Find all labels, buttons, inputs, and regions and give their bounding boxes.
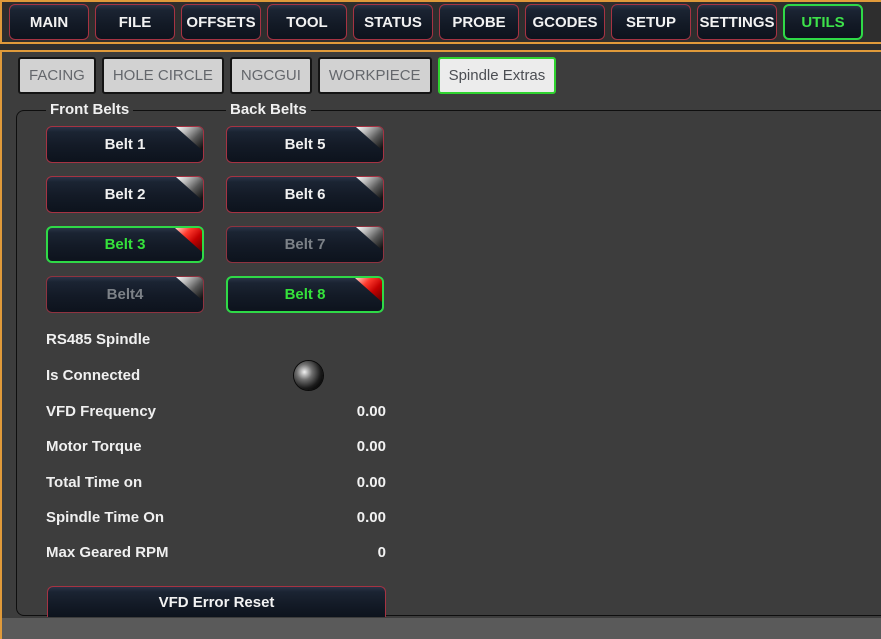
utils-tab-bar: FACING HOLE CIRCLE NGCGUI WORKPIECE Spin…: [18, 57, 557, 94]
folded-corner-icon: [175, 228, 202, 252]
tab-workpiece[interactable]: WORKPIECE: [317, 57, 432, 94]
belt-6-label: Belt 6: [284, 186, 326, 203]
motor-torque-value: 0.00: [356, 438, 386, 455]
nav-button-tool[interactable]: TOOL: [267, 4, 347, 40]
vfd-frequency-label: VFD Frequency: [46, 403, 157, 420]
nav-button-probe[interactable]: PROBE: [439, 4, 519, 40]
front-belts-title: Front Belts: [46, 100, 134, 120]
bottom-strip: [2, 618, 881, 639]
belt-5-button[interactable]: Belt 5: [226, 126, 384, 163]
vfd-frequency-value: 0.00: [356, 403, 386, 420]
spindle-time-on-value: 0.00: [356, 509, 386, 526]
vfd-error-reset-button[interactable]: VFD Error Reset: [47, 586, 386, 617]
back-belts-title: Back Belts: [226, 100, 311, 120]
belt-8-button[interactable]: Belt 8: [226, 276, 384, 313]
total-time-on-value: 0.00: [356, 474, 386, 491]
max-geared-rpm-value: 0: [377, 544, 386, 561]
belt-1-label: Belt 1: [104, 136, 146, 153]
nav-button-file[interactable]: FILE: [95, 4, 175, 40]
connected-led-indicator: [294, 361, 323, 390]
nav-button-utils[interactable]: UTILS: [783, 4, 863, 40]
belt-4-label: Belt4: [106, 286, 144, 303]
spindle-time-on-label: Spindle Time On: [46, 509, 165, 526]
belt-4-button[interactable]: Belt4: [46, 276, 204, 313]
nav-button-main[interactable]: MAIN: [9, 4, 89, 40]
tab-ngcgui[interactable]: NGCGUI: [229, 57, 312, 94]
folded-corner-icon: [356, 127, 383, 151]
spindle-extras-groupbox: Front Belts Back Belts Belt 1 Belt 2 Bel…: [16, 100, 881, 617]
nav-button-offsets[interactable]: OFFSETS: [181, 4, 261, 40]
tab-hole-circle[interactable]: HOLE CIRCLE: [101, 57, 224, 94]
belt-5-label: Belt 5: [284, 136, 326, 153]
belt-2-button[interactable]: Belt 2: [46, 176, 204, 213]
folded-corner-icon: [176, 127, 203, 151]
nav-button-setup[interactable]: SETUP: [611, 4, 691, 40]
belt-3-button[interactable]: Belt 3: [46, 226, 204, 263]
nav-button-settings[interactable]: SETTINGS: [697, 4, 777, 40]
top-nav-bar: MAIN FILE OFFSETS TOOL STATUS PROBE GCOD…: [0, 0, 881, 44]
tab-facing[interactable]: FACING: [18, 57, 96, 94]
belt-1-button[interactable]: Belt 1: [46, 126, 204, 163]
tab-spindle-extras[interactable]: Spindle Extras: [437, 57, 557, 94]
belt-7-label: Belt 7: [284, 236, 326, 253]
belt-6-button[interactable]: Belt 6: [226, 176, 384, 213]
nav-button-gcodes[interactable]: GCODES: [525, 4, 605, 40]
motor-torque-label: Motor Torque: [46, 438, 142, 455]
belt-7-button[interactable]: Belt 7: [226, 226, 384, 263]
folded-corner-icon: [356, 177, 383, 201]
max-geared-rpm-label: Max Geared RPM: [46, 544, 169, 561]
rs485-spindle-title: RS485 Spindle: [46, 331, 151, 348]
total-time-on-label: Total Time on: [46, 474, 143, 491]
folded-corner-icon: [176, 277, 203, 301]
belt-8-label: Belt 8: [284, 286, 326, 303]
folded-corner-icon: [356, 227, 383, 251]
folded-corner-icon: [176, 177, 203, 201]
nav-button-status[interactable]: STATUS: [353, 4, 433, 40]
folded-corner-icon: [355, 278, 382, 302]
is-connected-label: Is Connected: [46, 367, 141, 384]
belt-3-label: Belt 3: [104, 236, 146, 253]
utils-panel: FACING HOLE CIRCLE NGCGUI WORKPIECE Spin…: [0, 50, 881, 639]
belt-2-label: Belt 2: [104, 186, 146, 203]
